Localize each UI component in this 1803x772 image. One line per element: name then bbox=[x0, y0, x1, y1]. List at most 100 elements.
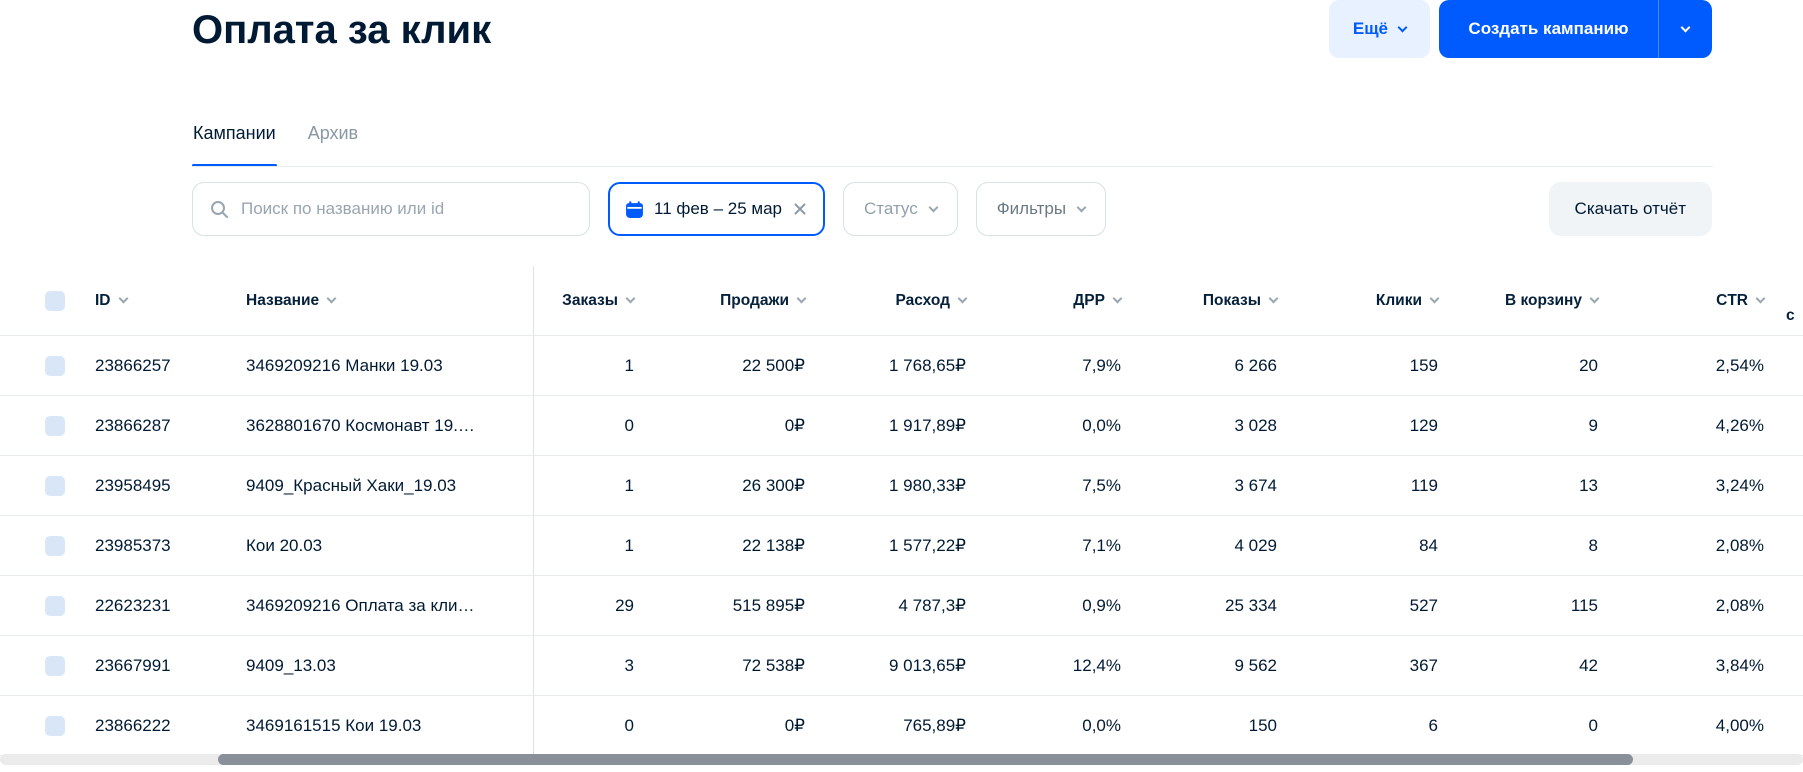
clear-date-icon[interactable] bbox=[792, 201, 808, 217]
cell-orders: 3 bbox=[624, 655, 634, 675]
tab-campaigns-label: Кампании bbox=[193, 122, 276, 143]
column-header-ctr[interactable]: CTR bbox=[1598, 266, 1766, 335]
tab-archive-label: Архив bbox=[307, 122, 359, 143]
column-header-ctr-label: CTR bbox=[1716, 291, 1748, 309]
column-header-partial: с bbox=[1764, 266, 1803, 335]
cell-drr: 7,9% bbox=[1082, 355, 1121, 375]
cell-campaign-name[interactable]: 3628801670 Космонавт 19.… bbox=[246, 396, 534, 455]
search-box[interactable] bbox=[192, 182, 590, 236]
column-header-orders[interactable]: Заказы bbox=[534, 266, 636, 335]
chevron-down-icon bbox=[1076, 202, 1087, 212]
table-row[interactable]: 23866222 3469161515 Кои 19.03 0 0₽ 765,8… bbox=[0, 696, 1803, 756]
cell-sales: 515 895₽ bbox=[732, 595, 805, 615]
cell-impressions: 150 bbox=[1248, 715, 1277, 735]
select-all-checkbox[interactable] bbox=[45, 290, 65, 311]
cell-partial bbox=[1764, 456, 1803, 515]
column-header-impressions[interactable]: Показы bbox=[1121, 266, 1279, 335]
cell-partial bbox=[1764, 576, 1803, 635]
row-checkbox[interactable] bbox=[45, 355, 65, 376]
more-button[interactable]: Ещё bbox=[1328, 0, 1430, 58]
cell-sales: 0₽ bbox=[784, 415, 805, 435]
column-header-id[interactable]: ID bbox=[95, 266, 246, 335]
row-checkbox[interactable] bbox=[45, 415, 65, 436]
column-header-name[interactable]: Название bbox=[246, 266, 534, 335]
cell-clicks: 119 bbox=[1410, 475, 1438, 495]
column-header-partial-label: с bbox=[1786, 307, 1795, 324]
cell-clicks: 84 bbox=[1419, 535, 1438, 555]
row-checkbox[interactable] bbox=[45, 535, 65, 556]
row-checkbox-cell bbox=[45, 696, 95, 755]
cell-drr: 7,1% bbox=[1082, 535, 1121, 555]
cell-spend: 4 787,3₽ bbox=[898, 595, 966, 615]
horizontal-scrollbar-thumb[interactable] bbox=[218, 754, 1633, 765]
cell-spend: 1 768,65₽ bbox=[889, 355, 966, 375]
cell-to-cart: 115 bbox=[1570, 595, 1598, 615]
create-campaign-dropdown-button[interactable] bbox=[1658, 0, 1712, 58]
row-checkbox-cell bbox=[45, 456, 95, 515]
cell-ctr: 4,00% bbox=[1715, 715, 1764, 735]
cell-partial bbox=[1764, 336, 1803, 395]
cell-clicks: 367 bbox=[1409, 655, 1438, 675]
column-header-drr[interactable]: ДРР bbox=[966, 266, 1123, 335]
status-filter[interactable]: Статус bbox=[842, 182, 958, 236]
column-header-impressions-label: Показы bbox=[1202, 291, 1261, 309]
search-input[interactable] bbox=[239, 198, 573, 220]
create-campaign-label: Создать кампанию bbox=[1468, 19, 1629, 38]
cell-to-cart: 13 bbox=[1579, 475, 1598, 495]
row-checkbox[interactable] bbox=[45, 655, 65, 676]
horizontal-scrollbar-track[interactable] bbox=[0, 754, 1803, 765]
row-checkbox[interactable] bbox=[45, 475, 65, 496]
tabbar-divider bbox=[192, 166, 1713, 167]
cell-campaign-name[interactable]: 9409_13.03 bbox=[246, 636, 534, 695]
table-row[interactable]: 23985373 Кои 20.03 1 22 138₽ 1 577,22₽ 7… bbox=[0, 516, 1803, 576]
cell-drr: 12,4% bbox=[1072, 655, 1121, 675]
cell-ctr: 3,84% bbox=[1715, 655, 1764, 675]
column-header-spend[interactable]: Расход bbox=[805, 266, 968, 335]
cell-campaign-name[interactable]: 9409_Красный Хаки_19.03 bbox=[246, 456, 534, 515]
column-header-id-label: ID bbox=[95, 291, 111, 309]
column-header-drr-label: ДРР bbox=[1073, 291, 1105, 309]
table-row[interactable]: 23866257 3469209216 Манки 19.03 1 22 500… bbox=[0, 336, 1803, 396]
select-all-cell bbox=[45, 266, 95, 335]
cell-sales: 22 138₽ bbox=[742, 535, 805, 555]
date-range-filter[interactable]: 11 фев – 25 мар bbox=[608, 182, 825, 236]
cell-ctr: 2,08% bbox=[1715, 595, 1764, 615]
row-checkbox[interactable] bbox=[45, 595, 65, 616]
cell-spend: 9 013,65₽ bbox=[889, 655, 966, 675]
cell-campaign-name[interactable]: Кои 20.03 bbox=[246, 516, 534, 575]
date-range-label: 11 фев – 25 мар bbox=[654, 199, 782, 218]
cell-spend: 1 980,33₽ bbox=[889, 475, 966, 495]
cell-impressions: 3 028 bbox=[1234, 415, 1277, 435]
more-button-label: Ещё bbox=[1352, 19, 1388, 38]
cell-spend: 765,89₽ bbox=[903, 715, 966, 735]
cell-clicks: 129 bbox=[1409, 415, 1438, 435]
chevron-down-icon bbox=[1680, 22, 1691, 32]
column-header-sales[interactable]: Продажи bbox=[634, 266, 807, 335]
calendar-icon bbox=[626, 200, 643, 218]
create-campaign-button[interactable]: Создать кампанию bbox=[1439, 0, 1712, 58]
row-checkbox-cell bbox=[45, 396, 95, 455]
page-title: Оплата за клик bbox=[192, 8, 492, 52]
table-row[interactable]: 23958495 9409_Красный Хаки_19.03 1 26 30… bbox=[0, 456, 1803, 516]
table-row[interactable]: 22623231 3469209216 Оплата за кли… 29 51… bbox=[0, 576, 1803, 636]
column-header-clicks[interactable]: Клики bbox=[1277, 266, 1440, 335]
cell-campaign-name[interactable]: 3469161515 Кои 19.03 bbox=[246, 696, 534, 755]
table-row[interactable]: 23667991 9409_13.03 3 72 538₽ 9 013,65₽ … bbox=[0, 636, 1803, 696]
table-row[interactable]: 23866287 3628801670 Космонавт 19.… 0 0₽ … bbox=[0, 396, 1803, 456]
cell-impressions: 25 334 bbox=[1225, 595, 1277, 615]
tab-campaigns[interactable]: Кампании bbox=[192, 99, 277, 167]
tab-archive[interactable]: Архив bbox=[307, 99, 359, 167]
column-header-orders-label: Заказы bbox=[562, 291, 618, 309]
cell-sales: 26 300₽ bbox=[742, 475, 805, 495]
cell-partial bbox=[1764, 636, 1803, 695]
filters-dropdown[interactable]: Фильтры bbox=[975, 182, 1107, 236]
download-report-button[interactable]: Скачать отчёт bbox=[1548, 182, 1712, 236]
cell-campaign-id: 23985373 bbox=[95, 535, 171, 555]
cell-campaign-name[interactable]: 3469209216 Манки 19.03 bbox=[246, 336, 534, 395]
cell-impressions: 6 266 bbox=[1234, 355, 1277, 375]
column-header-to-cart[interactable]: В корзину bbox=[1438, 266, 1600, 335]
cell-campaign-name[interactable]: 3469209216 Оплата за кли… bbox=[246, 576, 534, 635]
cell-clicks: 527 bbox=[1409, 595, 1438, 615]
row-checkbox[interactable] bbox=[45, 715, 65, 736]
cell-drr: 0,0% bbox=[1082, 415, 1121, 435]
